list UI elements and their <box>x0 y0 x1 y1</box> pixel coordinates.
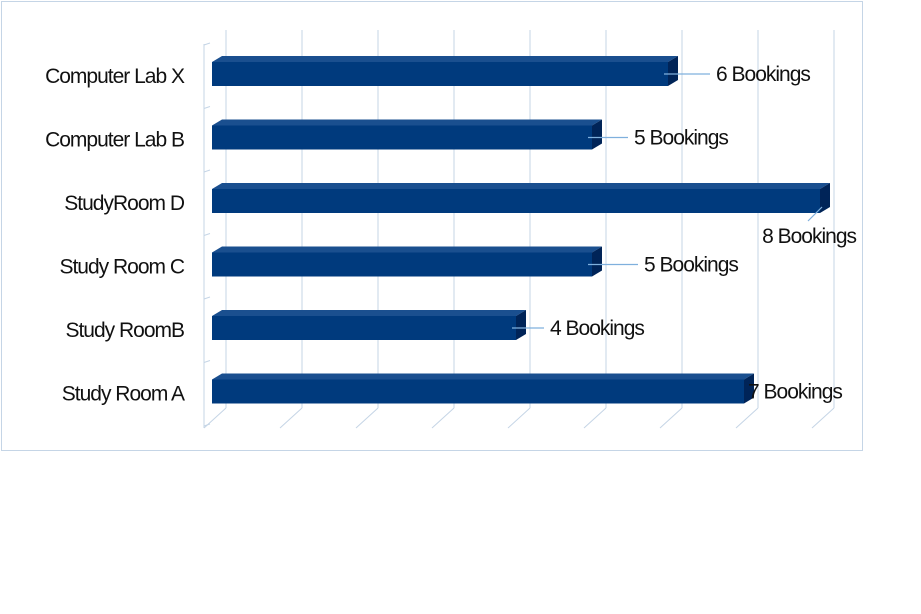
label-layer: Computer Lab X 6 Bookings Computer Lab B 5 … <box>45 63 857 406</box>
bar-side-2 <box>820 183 830 213</box>
bar-group-4 <box>212 310 526 340</box>
bar-5 <box>212 379 744 404</box>
category-label-0: Computer Lab X <box>45 65 185 88</box>
side-tick-4 <box>203 296 211 300</box>
bar-side-5 <box>744 373 754 404</box>
bar-top-1 <box>212 119 602 126</box>
bar-side-3 <box>592 246 602 277</box>
bar-top-2 <box>212 183 830 189</box>
bar-2 <box>212 189 820 213</box>
side-tick-1 <box>203 106 211 109</box>
floor-line-6 <box>659 407 683 429</box>
bar-group-3 <box>212 246 602 277</box>
bar-side-1 <box>592 119 602 150</box>
side-tick-3 <box>203 233 211 236</box>
floor-line-2 <box>355 407 379 429</box>
bar-group-5 <box>212 373 754 404</box>
bar-side-0 <box>668 56 678 86</box>
bar-top-3 <box>212 246 602 253</box>
bar-top-0 <box>212 56 678 62</box>
bar-side-4 <box>516 310 526 340</box>
bar-3 <box>212 252 592 277</box>
category-label-5: Study Room A <box>62 383 185 406</box>
bar-layer <box>212 56 830 404</box>
floor-line-1 <box>279 407 303 429</box>
data-label-3: 5 Bookings <box>644 254 738 277</box>
category-label-1: Computer Lab B <box>45 129 184 152</box>
floor-line-8 <box>811 407 835 429</box>
data-label-0: 6 Bookings <box>716 63 810 86</box>
data-label-1: 5 Bookings <box>634 127 728 150</box>
data-label-4: 4 Bookings <box>550 317 644 340</box>
floor-line-7 <box>735 407 759 429</box>
grid-layer <box>203 30 835 429</box>
bar-top-4 <box>212 310 526 316</box>
leader-line-2 <box>807 206 823 222</box>
data-label-5: 7 Bookings <box>748 381 842 404</box>
category-label-4: Study RoomB <box>65 319 184 342</box>
side-tick-0 <box>203 42 211 46</box>
bar-top-5 <box>212 373 754 380</box>
bar-0 <box>212 62 668 86</box>
category-label-2: StudyRoom D <box>64 192 185 215</box>
bar-group-1 <box>212 119 602 150</box>
bar-1 <box>212 125 592 150</box>
data-label-2: 8 Bookings <box>762 225 856 248</box>
floor-line-4 <box>507 407 531 429</box>
bar-group-0 <box>212 56 678 86</box>
floor-line-3 <box>431 407 455 429</box>
bar-group-2 <box>212 183 830 213</box>
category-label-3: Study Room C <box>59 256 184 279</box>
side-tick-5 <box>203 360 211 363</box>
side-tick-2 <box>203 169 211 173</box>
floor-line-5 <box>583 407 607 429</box>
side-tick-6 <box>203 423 211 427</box>
bar-4 <box>212 316 516 340</box>
